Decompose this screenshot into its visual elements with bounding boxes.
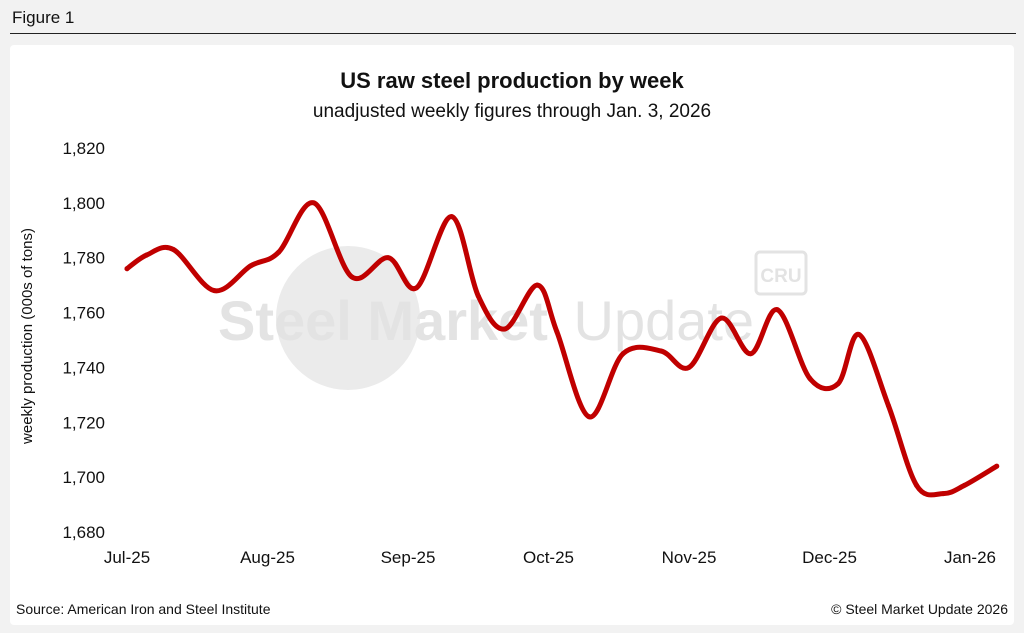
data-point: [914, 482, 920, 488]
data-point: [449, 214, 455, 220]
data-point: [718, 315, 724, 321]
data-point: [124, 266, 130, 272]
x-tick-label: Sep-25: [381, 548, 436, 567]
data-point: [807, 375, 813, 381]
data-point: [961, 482, 967, 488]
x-tick-label: Jul-25: [104, 548, 150, 567]
data-point: [620, 351, 626, 357]
data-point: [835, 381, 841, 387]
y-axis-label: weekly production (000s of tons): [19, 228, 36, 445]
data-point: [211, 288, 217, 294]
data-point: [385, 255, 391, 261]
data-point: [534, 282, 540, 288]
y-axis-ticks: 1,680 1,700 1,720 1,740 1,760 1,780 1,800 1,820: [62, 139, 105, 542]
data-point: [856, 332, 862, 337]
y-tick-label: 1,800: [62, 194, 105, 213]
data-point: [586, 414, 592, 420]
copyright-note: © Steel Market Update 2026: [831, 601, 1008, 617]
y-tick-label: 1,680: [62, 523, 105, 542]
data-point: [144, 252, 150, 258]
data-point: [554, 329, 560, 335]
watermark: Steel Market Update CRU: [218, 246, 808, 390]
data-point: [658, 348, 664, 354]
data-point: [940, 491, 946, 497]
y-tick-label: 1,700: [62, 468, 105, 487]
x-axis-ticks: Jul-25 Aug-25 Sep-25 Oct-25 Nov-25 Dec-25 Jan-…: [104, 548, 996, 567]
header-rule: [10, 33, 1016, 34]
data-point: [502, 326, 508, 332]
data-point: [349, 274, 355, 280]
data-points: [124, 200, 1000, 497]
data-point: [748, 351, 754, 357]
y-tick-label: 1,720: [62, 413, 105, 432]
data-point: [311, 200, 317, 206]
chart-subtitle: unadjusted weekly figures through Jan. 3…: [312, 101, 712, 122]
watermark-text: Steel Market Update: [218, 289, 754, 352]
data-point: [994, 463, 1000, 469]
watermark-badge: CRU: [760, 266, 801, 287]
x-tick-label: Jan-26: [944, 548, 996, 567]
x-tick-label: Dec-25: [802, 548, 857, 567]
x-tick-label: Oct-25: [523, 548, 574, 567]
watermark-bold: Steel Market: [218, 289, 548, 352]
x-tick-label: Aug-25: [240, 548, 295, 567]
y-tick-label: 1,820: [62, 139, 105, 158]
y-tick-label: 1,780: [62, 249, 105, 268]
data-point: [248, 263, 254, 269]
data-point: [475, 293, 481, 299]
chart-panel: [10, 45, 1014, 625]
y-tick-label: 1,740: [62, 358, 105, 377]
data-point: [413, 285, 419, 291]
x-tick-label: Nov-25: [662, 548, 717, 567]
data-point: [775, 307, 780, 313]
data-point: [886, 403, 891, 409]
data-point: [686, 364, 692, 370]
y-tick-label: 1,760: [62, 304, 105, 323]
data-point: [170, 247, 176, 252]
source-note: Source: American Iron and Steel Institut…: [16, 601, 271, 617]
figure-label: Figure 1: [12, 8, 75, 27]
watermark-badge-box: [754, 250, 808, 296]
watermark-circle: [276, 246, 420, 390]
chart-title: US raw steel production by week: [340, 68, 684, 93]
data-point: [276, 249, 282, 255]
